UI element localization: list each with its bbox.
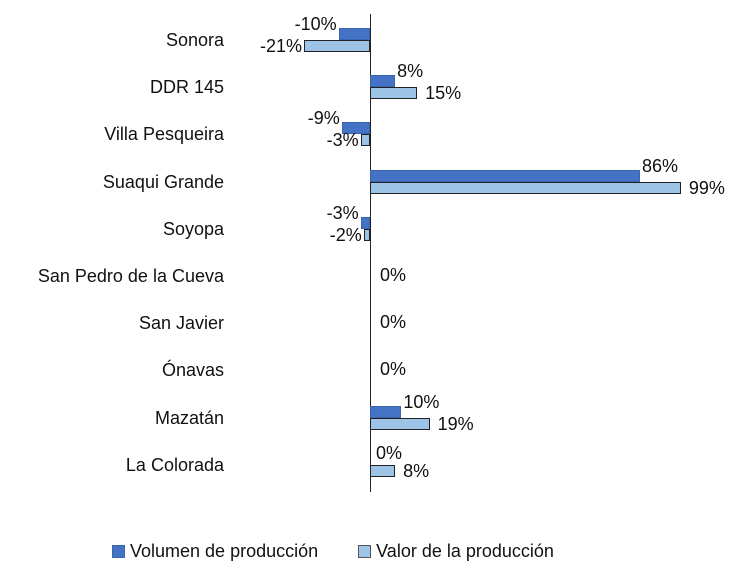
bar-volumen xyxy=(370,75,396,88)
data-label: 8% xyxy=(397,61,424,82)
data-label: 19% xyxy=(437,413,474,434)
data-label: 0% xyxy=(376,442,403,463)
category-label: Sonora xyxy=(165,30,224,50)
category-axis-line xyxy=(370,14,371,492)
data-label: -21% xyxy=(260,36,303,56)
category-label: Suaqui Grande xyxy=(102,171,224,192)
bar-volumen xyxy=(341,122,370,135)
data-label: -9% xyxy=(307,108,340,129)
bar-valor xyxy=(370,87,418,100)
data-label: 0% xyxy=(380,359,407,380)
bar-valor xyxy=(370,181,681,194)
bar-valor xyxy=(370,417,430,430)
data-label: 0% xyxy=(380,312,407,333)
bar-valor xyxy=(370,464,396,477)
data-label: 99% xyxy=(688,177,725,198)
legend-swatch-volumen xyxy=(112,545,125,558)
data-label: -3% xyxy=(326,202,359,223)
category-label: DDR 145 xyxy=(149,77,224,98)
data-label: -2% xyxy=(329,224,362,245)
category-label: San Javier xyxy=(138,313,224,334)
data-label: 0% xyxy=(380,265,407,285)
legend-swatch-valor xyxy=(358,545,372,558)
data-label: -10% xyxy=(294,14,337,34)
category-label: Villa Pesqueira xyxy=(104,124,224,145)
legend: Volumen de producción Valor de la produc… xyxy=(112,541,594,562)
data-label: 86% xyxy=(642,155,679,176)
category-label: Soyopa xyxy=(162,218,224,239)
bar-valor xyxy=(363,228,370,241)
legend-item-volumen: Volumen de producción xyxy=(112,541,318,562)
data-label: 10% xyxy=(403,391,440,412)
bar-valor xyxy=(304,40,370,52)
bar-volumen xyxy=(360,216,370,229)
category-label: Mazatán xyxy=(154,407,224,428)
bar-volumen xyxy=(338,28,370,40)
data-label: -3% xyxy=(326,130,359,151)
data-label: 8% xyxy=(403,460,430,481)
category-label: La Colorada xyxy=(125,454,224,475)
bar-volumen xyxy=(370,169,641,182)
legend-item-valor: Valor de la producción xyxy=(358,541,554,562)
bar-valor xyxy=(360,134,370,147)
legend-label: Volumen de producción xyxy=(130,541,319,561)
legend-label: Valor de la producción xyxy=(376,541,554,561)
category-label: San Pedro de la Cueva xyxy=(37,266,224,286)
category-label: Ónavas xyxy=(161,360,224,381)
data-label: 15% xyxy=(425,83,462,104)
bar-volumen xyxy=(370,405,402,418)
